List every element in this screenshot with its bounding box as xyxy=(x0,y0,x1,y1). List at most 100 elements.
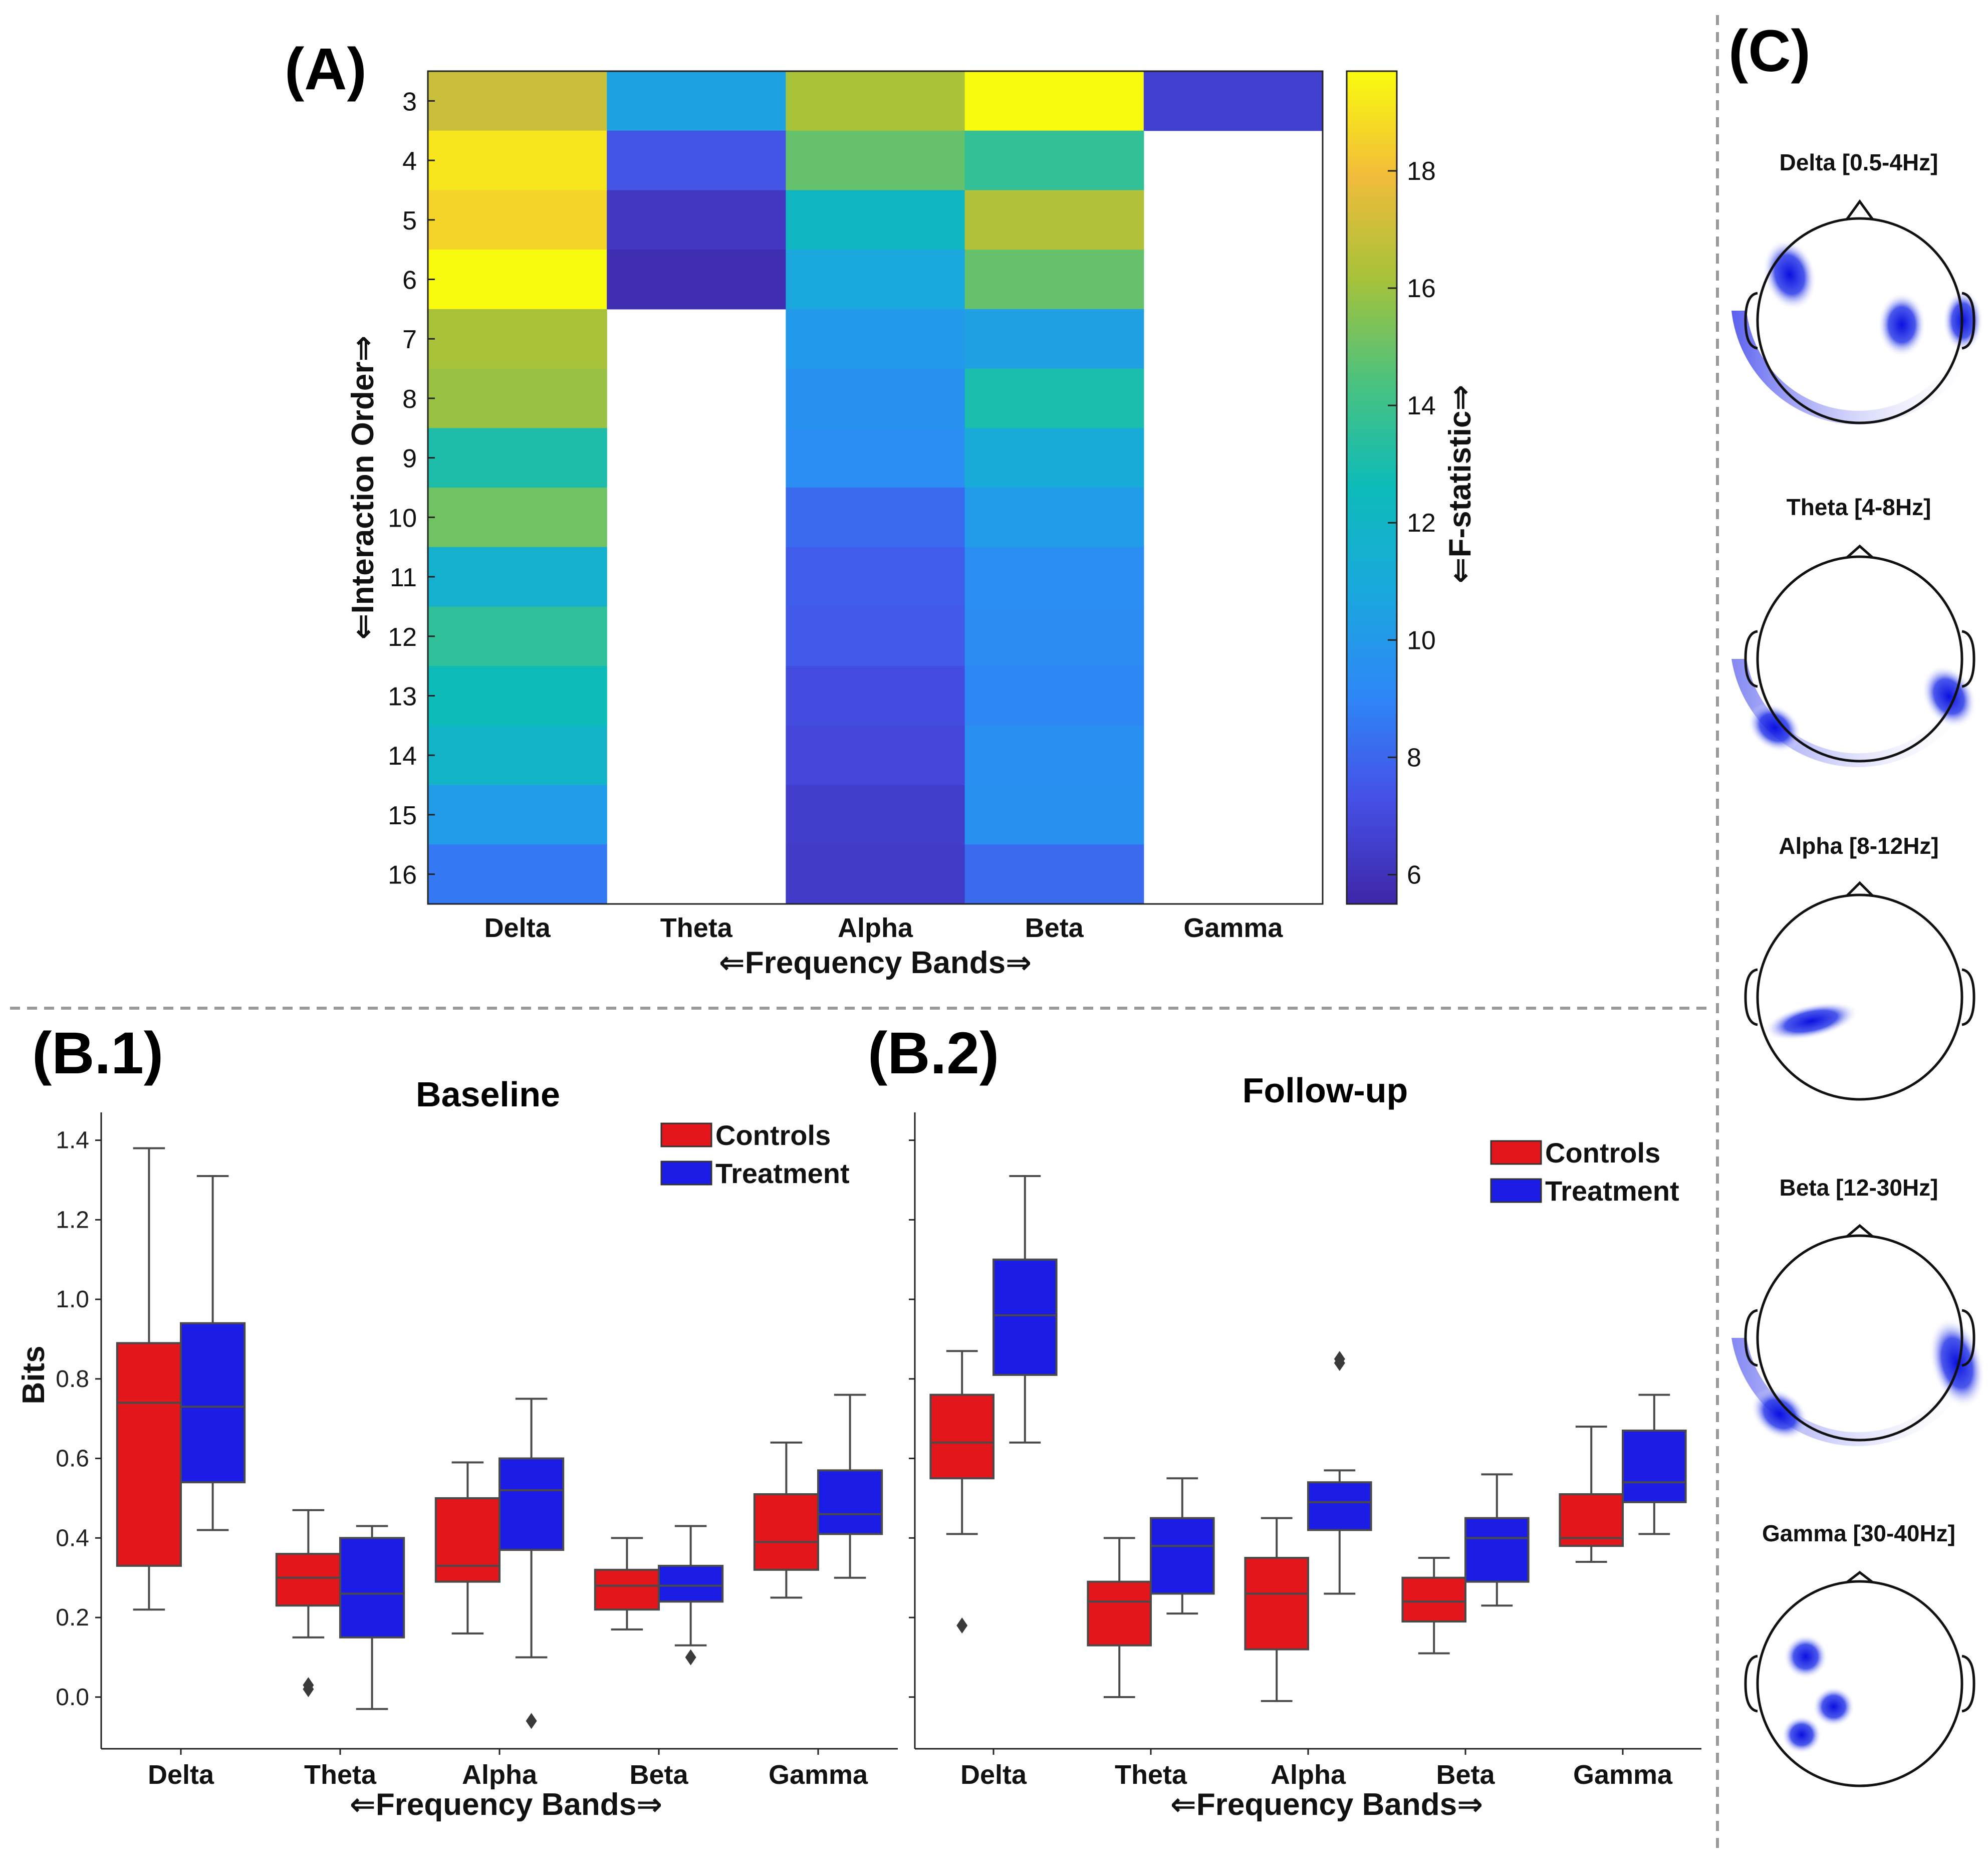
followup-x-axis-title: ⇐Frequency Bands⇒ xyxy=(1170,1787,1483,1822)
x-tick-label: Delta xyxy=(148,1760,214,1790)
panel-label-c: (C) xyxy=(1728,18,1811,84)
box-iqr xyxy=(817,1469,883,1535)
topomap-delta-title: Delta [0.5-4Hz] xyxy=(1780,149,1938,175)
heatmap-cell xyxy=(428,666,607,726)
outlier-marker xyxy=(526,1713,537,1729)
outlier-marker xyxy=(956,1617,968,1634)
heatmap-cell xyxy=(786,844,965,904)
topomap-theta-head xyxy=(1756,555,1963,763)
heatmap-row-label: 13 xyxy=(388,682,417,712)
y-tick-label: 0.6 xyxy=(56,1446,89,1472)
topomap-theta-blob-left xyxy=(1748,703,1802,753)
x-tick-label: Beta xyxy=(629,1760,688,1790)
heatmap-cell xyxy=(964,606,1144,666)
heatmap-cell xyxy=(428,190,607,250)
heatmap-cell xyxy=(964,547,1144,607)
topomap-beta-title: Beta [12-30Hz] xyxy=(1780,1175,1938,1201)
colorbar-tick-label: 10 xyxy=(1407,626,1436,655)
topomap-delta-left-ear xyxy=(1744,292,1758,350)
box-controls-alpha xyxy=(434,1461,501,1635)
topomap-alpha-left-ear xyxy=(1744,968,1758,1026)
heatmap-cell xyxy=(964,250,1144,310)
heatmap-cell xyxy=(964,666,1144,726)
heatmap-row-label: 5 xyxy=(402,206,417,236)
box-treatment-gamma xyxy=(1622,1394,1687,1535)
followup-boxes xyxy=(929,1175,1687,1702)
heatmap-cell xyxy=(786,428,965,488)
box-controls-beta xyxy=(1401,1557,1466,1655)
box-controls-alpha xyxy=(1244,1517,1309,1702)
baseline-legend-treatment-swatch xyxy=(660,1161,712,1186)
topomap-gamma-head xyxy=(1756,1580,1963,1787)
heatmap-cell xyxy=(786,250,965,310)
heatmap-row-label: 8 xyxy=(402,385,417,414)
y-tick-label: 0.8 xyxy=(56,1366,89,1393)
heatmap-cell xyxy=(786,130,965,191)
topomap-alpha-nose xyxy=(1846,881,1874,897)
box-treatment-theta xyxy=(1150,1477,1215,1615)
heatmap-column-labels: Delta Theta Alpha Beta Gamma xyxy=(484,913,1284,943)
y-tick-label: 1.2 xyxy=(56,1207,89,1233)
y-tick-label: 1.0 xyxy=(56,1286,89,1313)
heatmap-frame xyxy=(427,70,1324,905)
topomap-theta: Theta [4-8Hz] xyxy=(1731,494,1984,767)
topomap-gamma-right-ear xyxy=(1961,1655,1975,1713)
heatmap-cell xyxy=(964,368,1144,428)
followup-x-tick-labels: Delta Theta Alpha Beta Gamma xyxy=(960,1760,1673,1790)
heatmap-y-axis-title: ⇐Interaction Order⇒ xyxy=(346,336,380,640)
heatmap-cell xyxy=(428,844,607,904)
heatmap-row-label: 4 xyxy=(402,147,417,176)
heatmap-cell xyxy=(607,130,786,191)
heatmap-x-axis-title: ⇐Frequency Bands⇒ xyxy=(719,946,1032,980)
box-controls-delta xyxy=(929,1350,995,1634)
colorbar-tick-label: 12 xyxy=(1407,509,1436,538)
colorbar-title: ⇐F-statistic⇒ xyxy=(1443,385,1477,584)
box-iqr xyxy=(1622,1430,1687,1503)
heatmap-row-label: 6 xyxy=(402,266,417,295)
box-iqr xyxy=(753,1493,820,1571)
x-tick-label: Beta xyxy=(1436,1760,1495,1790)
box-iqr xyxy=(275,1553,341,1607)
box-iqr xyxy=(434,1497,501,1583)
followup-legend-treatment-swatch xyxy=(1490,1178,1542,1203)
box-iqr xyxy=(658,1564,724,1603)
heatmap-cell xyxy=(786,547,965,607)
panel-label-b2: (B.2) xyxy=(868,1020,999,1086)
box-controls-gamma xyxy=(753,1441,820,1599)
followup-title: Follow-up xyxy=(1242,1071,1408,1110)
baseline-y-axis-title: Bits xyxy=(17,1345,51,1404)
heatmap-cell xyxy=(786,785,965,845)
topomap-beta-left-ear xyxy=(1744,1309,1758,1367)
topomap-delta-edge-activation xyxy=(1731,311,1984,425)
heatmap-cell xyxy=(428,250,607,310)
box-iqr xyxy=(1464,1517,1530,1583)
heatmap-cell xyxy=(428,547,607,607)
heatmap-cell xyxy=(964,488,1144,548)
box-controls-gamma xyxy=(1559,1426,1624,1563)
colorbar-tick-label: 18 xyxy=(1407,157,1436,186)
x-tick-label: Theta xyxy=(304,1760,377,1790)
colorbar xyxy=(1346,70,1398,905)
topomap-alpha-right-ear xyxy=(1961,968,1975,1026)
heatmap-row-label: 15 xyxy=(388,801,417,830)
topomap-gamma-nose xyxy=(1846,1570,1874,1583)
y-tick-label: 1.4 xyxy=(56,1127,89,1154)
heatmap-column-label: Delta xyxy=(484,913,551,943)
box-controls-theta xyxy=(275,1509,341,1697)
heatmap-cell xyxy=(964,190,1144,250)
topomap-beta: Beta [12-30Hz] xyxy=(1731,1175,1985,1446)
baseline-title: Baseline xyxy=(416,1075,560,1114)
heatmap-cell xyxy=(428,130,607,191)
baseline-boxplot: Baseline 0.0 0.2 0.4 0.6 0.8 1.0 1.2 1.4 Delta T… xyxy=(17,1075,898,1822)
topomap-theta-right-ear xyxy=(1961,630,1975,688)
heatmap-cell xyxy=(607,190,786,250)
heatmap-cell xyxy=(786,666,965,726)
x-tick-label: Gamma xyxy=(769,1760,868,1790)
topomap-theta-blob-right xyxy=(1921,665,1976,728)
x-tick-label: Alpha xyxy=(1271,1760,1346,1790)
followup-legend-controls: Controls xyxy=(1545,1137,1660,1169)
heatmap-cell xyxy=(786,488,965,548)
box-treatment-delta xyxy=(180,1175,246,1531)
box-iqr xyxy=(992,1258,1058,1376)
